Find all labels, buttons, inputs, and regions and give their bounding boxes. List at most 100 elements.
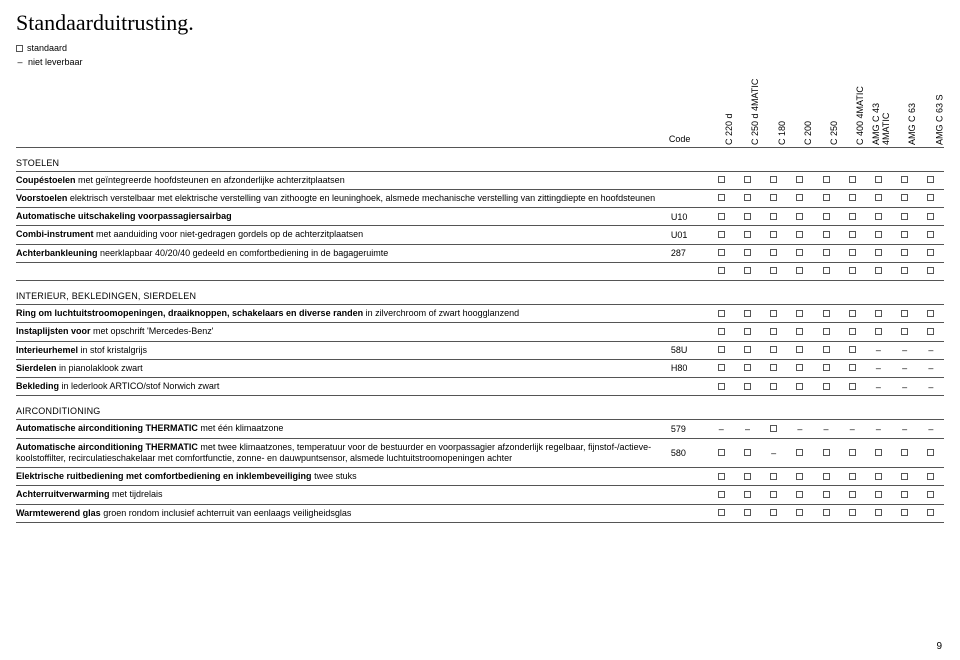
mark-cell [839, 468, 865, 486]
mark-cell [918, 171, 944, 189]
square-icon [744, 213, 751, 220]
square-icon [901, 328, 908, 335]
mark-cell [708, 359, 734, 377]
table-row: Combi-instrument met aanduiding voor nie… [16, 226, 944, 244]
mark-cell [761, 305, 787, 323]
square-icon [849, 267, 856, 274]
square-icon [796, 328, 803, 335]
mark-cell [734, 378, 760, 396]
mark-cell [813, 438, 839, 468]
code-cell [669, 305, 708, 323]
mark-cell [918, 189, 944, 207]
square-icon [875, 249, 882, 256]
description-cell: Automatische uitschakeling voorpassagier… [16, 208, 669, 226]
mark-cell [787, 504, 813, 522]
square-icon [823, 310, 830, 317]
description-cell: Achterbankleuning neerklapbaar 40/20/40 … [16, 244, 669, 262]
mark-cell [761, 323, 787, 341]
column-header: C 250 [813, 73, 839, 147]
mark-cell [787, 486, 813, 504]
mark-cell [813, 359, 839, 377]
mark-cell [787, 244, 813, 262]
mark-cell [865, 323, 891, 341]
code-cell: 580 [669, 438, 708, 468]
mark-cell: – [891, 378, 917, 396]
legend-not-available: – niet leverbaar [16, 56, 944, 70]
description-cell: Ring om luchtuitstroomopeningen, draaikn… [16, 305, 669, 323]
square-icon [823, 491, 830, 498]
mark-cell [761, 189, 787, 207]
mark-cell [839, 244, 865, 262]
square-icon [927, 249, 934, 256]
square-icon [744, 328, 751, 335]
mark-cell [734, 323, 760, 341]
mark-cell: – [865, 378, 891, 396]
description-cell: Bekleding in lederlook ARTICO/stof Norwi… [16, 378, 669, 396]
table-row: Voorstoelen elektrisch verstelbaar met e… [16, 189, 944, 207]
mark-cell [918, 504, 944, 522]
mark-cell [813, 323, 839, 341]
square-icon [796, 383, 803, 390]
mark-cell [813, 468, 839, 486]
square-icon [901, 509, 908, 516]
square-icon [927, 473, 934, 480]
code-cell [669, 486, 708, 504]
mark-cell [708, 208, 734, 226]
mark-cell [708, 504, 734, 522]
square-icon [901, 194, 908, 201]
mark-cell [891, 262, 917, 280]
square-icon [718, 491, 725, 498]
mark-cell [839, 189, 865, 207]
square-icon [796, 491, 803, 498]
square-icon [823, 231, 830, 238]
square-icon [849, 491, 856, 498]
square-icon [849, 231, 856, 238]
square-icon [770, 364, 777, 371]
mark-cell [839, 378, 865, 396]
mark-cell [787, 305, 813, 323]
square-icon [796, 310, 803, 317]
square-icon [770, 231, 777, 238]
mark-cell [839, 323, 865, 341]
square-icon [718, 231, 725, 238]
square-icon [823, 346, 830, 353]
square-icon [770, 194, 777, 201]
code-cell: 579 [669, 420, 708, 438]
square-icon [823, 509, 830, 516]
mark-cell [734, 171, 760, 189]
mark-cell [891, 171, 917, 189]
mark-cell [865, 244, 891, 262]
square-icon [744, 383, 751, 390]
square-icon [849, 346, 856, 353]
square-icon [796, 449, 803, 456]
square-icon [744, 231, 751, 238]
square-icon [770, 425, 777, 432]
table-row: Elektrische ruitbediening met comfortbed… [16, 468, 944, 486]
square-icon [770, 213, 777, 220]
square-icon [849, 213, 856, 220]
mark-cell [865, 262, 891, 280]
mark-cell [734, 305, 760, 323]
square-icon [849, 310, 856, 317]
code-cell: H80 [669, 359, 708, 377]
mark-cell [918, 486, 944, 504]
mark-cell [891, 323, 917, 341]
square-icon [770, 346, 777, 353]
square-icon [770, 491, 777, 498]
mark-cell [761, 504, 787, 522]
square-icon [744, 346, 751, 353]
square-icon [875, 213, 882, 220]
square-icon [796, 194, 803, 201]
code-cell [669, 323, 708, 341]
square-icon [927, 328, 934, 335]
square-icon [875, 473, 882, 480]
square-icon [718, 310, 725, 317]
mark-cell [708, 486, 734, 504]
square-icon [770, 267, 777, 274]
description-cell: Automatische airconditioning THERMATIC m… [16, 420, 669, 438]
mark-cell [708, 341, 734, 359]
square-icon [875, 231, 882, 238]
mark-cell [787, 171, 813, 189]
square-icon [901, 213, 908, 220]
square-icon [849, 449, 856, 456]
